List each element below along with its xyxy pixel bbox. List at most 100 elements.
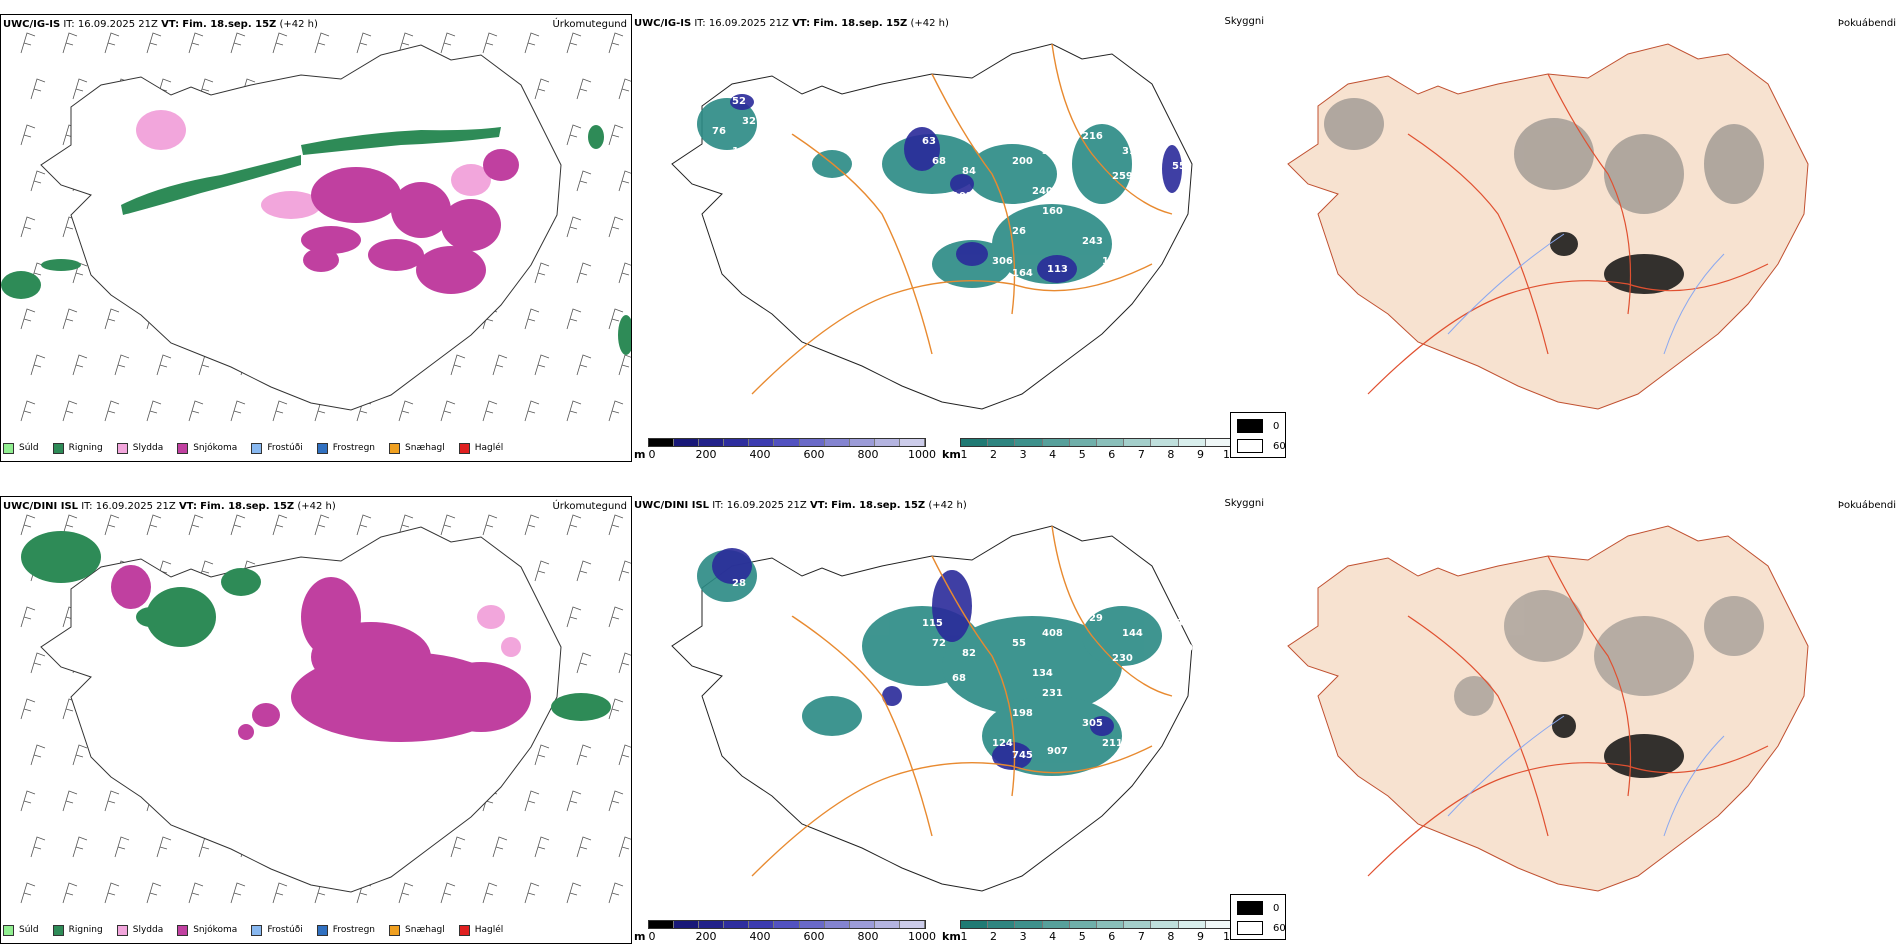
precip-snow	[301, 149, 519, 294]
ceiling-label: 26	[1012, 226, 1026, 237]
scale-tick: 4	[1049, 930, 1057, 943]
ceiling-label: 63	[922, 136, 936, 147]
fog-legend-swatch	[1237, 419, 1263, 433]
ceiling-label: 306	[992, 256, 1013, 267]
legend-label: Snæhagl	[405, 443, 445, 453]
roads-row1	[751, 43, 1173, 395]
wind-barb	[230, 400, 246, 422]
fog-legend-item: 0	[1237, 901, 1279, 915]
ceiling-label: 164	[1012, 268, 1033, 279]
wind-barb	[272, 882, 288, 904]
ceiling-label: 79	[772, 186, 786, 197]
fog-rivers-row2	[1447, 715, 1725, 837]
wind-barb	[618, 170, 631, 192]
wind-barb	[20, 514, 36, 536]
ceiling-label: 157	[1102, 256, 1123, 267]
wind-barb	[608, 790, 624, 812]
wind-barb	[450, 354, 466, 376]
wind-barb	[30, 652, 46, 674]
wind-barb	[492, 354, 508, 376]
ceiling-label: 76	[712, 126, 726, 137]
legend-item: Súld	[3, 442, 39, 454]
legend-item: Slydda	[116, 442, 163, 454]
fog-legend-label: 0	[1273, 420, 1280, 432]
legend-item: Haglél	[458, 442, 504, 454]
legend-swatch	[3, 924, 14, 936]
ceiling-label: 312	[1042, 146, 1063, 157]
legend-label: Frostregn	[332, 443, 376, 453]
ceiling-label: 123	[1162, 618, 1183, 629]
scale-tick: 1	[960, 930, 968, 943]
wind-barb	[482, 514, 498, 536]
vis-scale-row1: km12345678910	[942, 438, 1242, 461]
wind-barb	[20, 308, 36, 330]
scale-tick: 800	[857, 448, 879, 461]
wind-barb	[62, 308, 78, 330]
legend-item: Snæhagl	[389, 924, 445, 936]
legend-label: Rigning	[68, 925, 103, 935]
fog-legend-swatch	[1237, 439, 1263, 453]
legend-label: Snæhagl	[405, 925, 445, 935]
wind-barb	[272, 400, 288, 422]
wind-barb	[566, 882, 582, 904]
wind-barb	[576, 836, 592, 858]
legend-label: Haglél	[474, 443, 504, 453]
wind-barb	[524, 32, 540, 54]
ceiling-label: 47	[1162, 136, 1176, 147]
fog-map-row2	[1287, 525, 1809, 892]
ceiling-label: 231	[1042, 688, 1063, 699]
wind-barb	[20, 698, 36, 720]
wind-barb	[356, 32, 372, 54]
ceiling-label: 745	[1012, 750, 1033, 761]
wind-barb	[114, 354, 130, 376]
wind-barb	[576, 262, 592, 284]
wind-barb	[534, 78, 550, 100]
wind-barb	[398, 32, 414, 54]
wind-barb	[188, 400, 204, 422]
vis-ceiling-blue	[712, 548, 1114, 770]
ceiling-label: 106	[744, 191, 765, 202]
wind-barb	[146, 32, 162, 54]
legend-label: Súld	[19, 925, 39, 935]
wind-barb	[72, 354, 88, 376]
wind-barb	[566, 606, 582, 628]
legend-item: Haglél	[458, 924, 503, 936]
ceiling-label: 259	[1112, 171, 1133, 182]
fog-roads-row2	[1367, 555, 1769, 877]
header-row2: UWC/DINI ISL IT: 16.09.2025 21Z VT: Fim.…	[3, 501, 336, 512]
fog-panel-row2: Þokuábendi 0 60	[1230, 496, 1900, 944]
fog-title-row2: Þokuábendi	[1837, 500, 1896, 511]
wind-barb	[608, 216, 624, 238]
legend-swatch	[251, 442, 263, 454]
legend-item: Frostúði	[251, 442, 303, 454]
ceiling-label: 32	[742, 116, 756, 127]
color-bar	[960, 438, 1234, 447]
wind-barb	[618, 354, 631, 376]
scale-unit: m	[634, 448, 646, 461]
wind-barb	[188, 514, 204, 536]
legend-swatch	[3, 442, 14, 454]
precip-panel-row2: UWC/DINI ISL IT: 16.09.2025 21Z VT: Fim.…	[0, 496, 632, 944]
ceiling-label: 70	[742, 598, 756, 609]
precip-snow	[111, 565, 531, 742]
ceiling-label: 113	[1047, 264, 1068, 275]
wind-barb	[104, 400, 120, 422]
wind-barb	[114, 836, 130, 858]
wind-barb	[618, 78, 631, 100]
scale-unit: km	[942, 930, 961, 943]
color-bar	[648, 438, 926, 447]
wind-barb	[72, 836, 88, 858]
wind-barb	[104, 514, 120, 536]
fog-legend-item: 0	[1237, 419, 1279, 433]
fog-gray	[1324, 98, 1764, 214]
ceiling-label: 74	[782, 126, 796, 137]
ceiling-label: 129	[744, 673, 765, 684]
scale-tick: 5	[1078, 930, 1086, 943]
fog-panel-row1: Þokuábendi 0 60	[1230, 14, 1900, 462]
wind-barb	[482, 400, 498, 422]
legend-label: Snjókoma	[193, 925, 238, 935]
fog-legend-label: 60	[1273, 922, 1286, 934]
ceiling-label: 140	[1172, 643, 1193, 654]
scale-unit: km	[942, 448, 961, 461]
wind-barb	[608, 514, 624, 536]
